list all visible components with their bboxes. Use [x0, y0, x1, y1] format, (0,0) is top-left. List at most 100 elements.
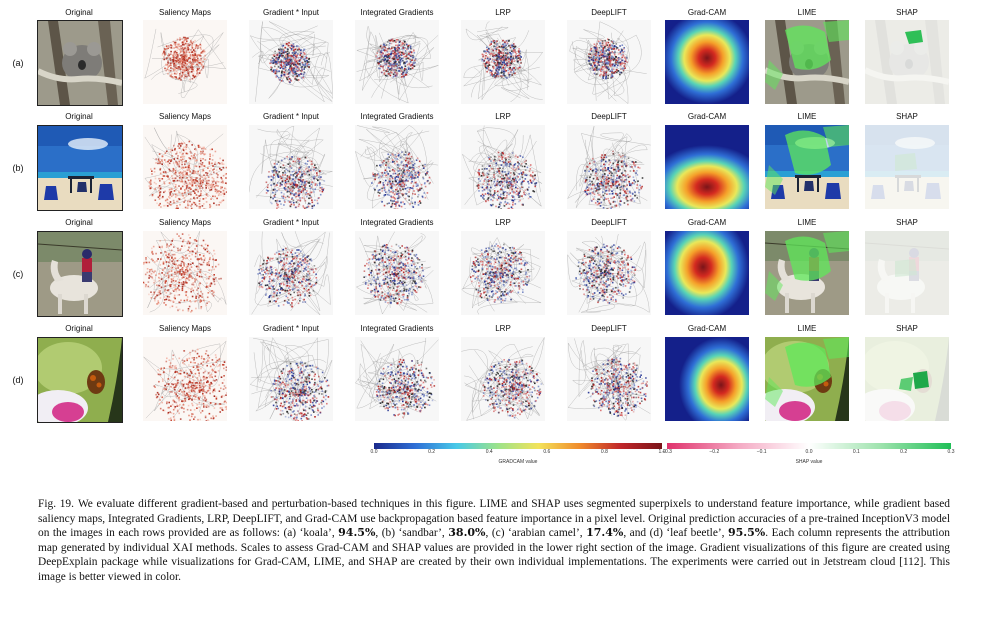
scale-tick: 0.2 [428, 449, 436, 455]
column-title-integrated-gradients: Integrated Gradients [360, 218, 434, 227]
image-lime-leaf-beetle [765, 337, 849, 421]
shap-scale-label: SHAP value [795, 459, 823, 465]
column-title-original: Original [65, 218, 93, 227]
scale-tick: 0.6 [543, 449, 551, 455]
column-title-shap: SHAP [896, 112, 918, 121]
caption-text-5: . Each column represents the attribution… [38, 527, 950, 583]
column-title-lime: LIME [797, 324, 817, 333]
image-saliency-maps-sandbar [143, 125, 227, 209]
gradcam-scale-label: GRADCAM value [498, 459, 538, 465]
image-deeplift-leaf-beetle [567, 337, 651, 421]
image-grad-cam-leaf-beetle [665, 337, 749, 421]
column-title-integrated-gradients: Integrated Gradients [360, 8, 434, 17]
image-lime-arabian-camel [765, 231, 849, 315]
column-title-lime: LIME [797, 218, 817, 227]
image-shap-leaf-beetle [865, 337, 949, 421]
row-label-arabian-camel: (c) [12, 269, 24, 279]
image-lrp-leaf-beetle [461, 337, 545, 421]
scale-tick: 0.1 [852, 449, 860, 455]
column-title-grad-cam: Grad-CAM [687, 218, 727, 227]
column-title-shap: SHAP [896, 218, 918, 227]
column-title-gradient-input: Gradient * Input [262, 218, 320, 227]
column-title-deeplift: DeepLIFT [591, 218, 627, 227]
column-title-saliency-maps: Saliency Maps [158, 218, 212, 227]
image-saliency-maps-arabian-camel [143, 231, 227, 315]
image-gradient-input-arabian-camel [249, 231, 333, 315]
caption-text-3: , (c) ‘arabian camel’, [485, 527, 583, 540]
image-integrated-gradients-leaf-beetle [355, 337, 439, 421]
image-grad-cam-arabian-camel [665, 231, 749, 315]
scale-tick: 0.8 [600, 449, 608, 455]
column-title-shap: SHAP [896, 8, 918, 17]
column-title-gradient-input: Gradient * Input [262, 324, 320, 333]
column-title-integrated-gradients: Integrated Gradients [360, 112, 434, 121]
scale-tick: 0.0 [805, 449, 813, 455]
row-label-leaf-beetle: (d) [12, 375, 24, 385]
column-title-lrp: LRP [495, 218, 511, 227]
column-title-lrp: LRP [495, 324, 511, 333]
column-title-deeplift: DeepLIFT [591, 8, 627, 17]
figure-caption: Fig. 19. We evaluate different gradient-b… [38, 497, 950, 585]
image-deeplift-koala [567, 20, 651, 104]
scale-tick: −0.2 [709, 449, 720, 455]
column-title-original: Original [65, 324, 93, 333]
column-title-lrp: LRP [495, 112, 511, 121]
image-gradient-input-koala [249, 20, 333, 104]
image-original-koala [37, 20, 123, 106]
image-lrp-koala [461, 20, 545, 104]
image-original-arabian-camel [37, 231, 123, 317]
image-grad-cam-koala [665, 20, 749, 104]
column-title-grad-cam: Grad-CAM [687, 324, 727, 333]
image-deeplift-arabian-camel [567, 231, 651, 315]
column-title-shap: SHAP [896, 324, 918, 333]
gradcam-ticks: 0.0 0.2 0.4 0.6 0.8 1.0 [370, 449, 666, 459]
scale-tick: 1.0 [658, 449, 666, 455]
shap-scale: −0.3 −0.2 −0.1 0.0 0.1 0.2 0.3 SHAP value [662, 443, 954, 465]
scale-tick: 0.0 [370, 449, 378, 455]
column-title-lrp: LRP [495, 8, 511, 17]
figure-label: Fig. 19. [38, 498, 74, 510]
column-title-integrated-gradients: Integrated Gradients [360, 324, 434, 333]
column-title-grad-cam: Grad-CAM [687, 8, 727, 17]
image-saliency-maps-koala [143, 20, 227, 104]
image-deeplift-sandbar [567, 125, 651, 209]
column-title-original: Original [65, 112, 93, 121]
scale-tick: 0.3 [947, 449, 955, 455]
image-shap-arabian-camel [865, 231, 949, 315]
figure-grid: Original Saliency Maps Gradient * Input In… [12, 8, 949, 423]
scale-tick: 0.4 [485, 449, 493, 455]
caption-text-2: , (b) ‘sandbar’, [375, 527, 445, 540]
image-shap-koala [865, 20, 949, 104]
image-original-sandbar [37, 125, 123, 211]
image-lime-sandbar [765, 125, 849, 209]
column-title-saliency-maps: Saliency Maps [158, 112, 212, 121]
image-original-leaf-beetle [37, 337, 123, 423]
image-lrp-sandbar [461, 125, 545, 209]
caption-text-1: We evaluate different gradient-based and… [38, 498, 950, 540]
row-label-koala: (a) [12, 58, 24, 68]
column-title-grad-cam: Grad-CAM [687, 112, 727, 121]
image-integrated-gradients-sandbar [355, 125, 439, 209]
column-title-original: Original [65, 8, 93, 17]
column-title-deeplift: DeepLIFT [591, 324, 627, 333]
scale-tick: −0.1 [756, 449, 767, 455]
row-label-sandbar: (b) [12, 163, 24, 173]
column-title-deeplift: DeepLIFT [591, 112, 627, 121]
image-lrp-arabian-camel [461, 231, 545, 315]
scale-tick: −0.3 [662, 449, 672, 455]
image-integrated-gradients-arabian-camel [355, 231, 439, 315]
column-title-saliency-maps: Saliency Maps [158, 324, 212, 333]
shap-ticks: −0.3 −0.2 −0.1 0.0 0.1 0.2 0.3 [662, 449, 954, 459]
caption-text-4: , and (d) ‘leaf beetle’, [623, 527, 725, 540]
image-saliency-maps-leaf-beetle [143, 337, 227, 421]
column-title-gradient-input: Gradient * Input [262, 8, 320, 17]
image-shap-sandbar [865, 125, 949, 209]
image-grad-cam-sandbar [665, 125, 749, 209]
accuracy-sandbar: 38.0% [448, 526, 486, 540]
column-title-saliency-maps: Saliency Maps [158, 8, 212, 17]
image-lime-koala [765, 20, 849, 104]
accuracy-koala: 94.5% [338, 526, 376, 540]
column-title-lime: LIME [797, 8, 817, 17]
shap-colorbar [667, 443, 951, 449]
column-title-gradient-input: Gradient * Input [262, 112, 320, 121]
